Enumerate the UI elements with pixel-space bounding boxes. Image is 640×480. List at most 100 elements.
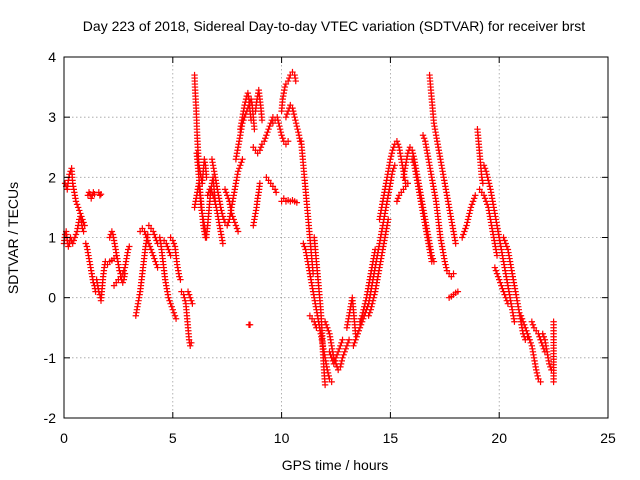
data-point: [345, 336, 353, 343]
data-point: [387, 156, 394, 163]
data-point: [491, 264, 499, 271]
data-point: [518, 315, 526, 322]
data-point: [204, 192, 211, 199]
data-point: [360, 306, 367, 313]
x-tick-label: 0: [60, 430, 68, 446]
data-point: [393, 138, 401, 145]
data-point: [493, 252, 501, 259]
chart-title: Day 223 of 2018, Sidereal Day-to-day VTE…: [83, 18, 585, 34]
data-point: [331, 357, 339, 365]
data-point: [327, 351, 334, 359]
data-point: [257, 144, 265, 151]
data-point: [338, 339, 345, 346]
data-point: [208, 189, 216, 196]
data-point: [461, 228, 468, 235]
data-point: [145, 240, 153, 247]
data-point: [271, 186, 279, 193]
data-point: [367, 306, 375, 313]
data-point: [356, 318, 364, 325]
data-point: [300, 240, 307, 247]
data-point: [69, 240, 76, 247]
data-point: [70, 237, 77, 244]
data-point: [218, 207, 225, 214]
data-point: [141, 228, 148, 235]
y-tick-label: -1: [44, 350, 57, 366]
data-point: [496, 276, 503, 283]
data-point: [73, 201, 81, 208]
data-point: [500, 234, 507, 241]
data-point: [152, 258, 159, 265]
data-point: [82, 240, 89, 247]
data-point: [265, 126, 272, 133]
data-point: [151, 231, 158, 238]
data-point: [177, 276, 184, 283]
data-point: [78, 213, 85, 220]
data-point: [293, 122, 301, 130]
data-point: [166, 249, 173, 256]
data-point: [533, 369, 541, 377]
data-point: [323, 321, 330, 328]
data-point: [77, 210, 84, 217]
data-point: [80, 228, 87, 235]
data-point: [527, 339, 534, 346]
data-point: [485, 177, 492, 184]
data-point: [465, 213, 472, 220]
data-point: [165, 246, 172, 253]
data-point: [262, 135, 269, 142]
data-point: [497, 279, 504, 286]
data-point: [169, 306, 176, 313]
data-point: [408, 147, 416, 154]
data-point: [282, 113, 290, 121]
data-point: [218, 210, 226, 217]
data-point: [410, 159, 417, 166]
data-point: [277, 129, 285, 136]
data-point: [404, 180, 412, 187]
data-point: [239, 156, 246, 163]
data-point: [479, 180, 487, 187]
data-point: [263, 132, 270, 139]
data-point: [486, 183, 493, 190]
data-point: [232, 222, 240, 229]
data-point: [460, 231, 467, 238]
data-point: [292, 116, 299, 124]
data-point: [251, 126, 258, 133]
data-point: [170, 309, 178, 316]
data-point: [187, 294, 194, 301]
data-point: [91, 190, 98, 198]
data-point: [466, 210, 473, 217]
data-point: [294, 126, 301, 133]
data-point: [275, 119, 282, 127]
data-point: [81, 222, 88, 229]
data-point: [264, 129, 271, 136]
data-point: [146, 243, 154, 250]
data-point: [274, 113, 281, 121]
data-point: [88, 195, 95, 202]
data-point: [120, 267, 128, 274]
data-point: [176, 273, 183, 280]
data-point: [284, 138, 292, 145]
data-point: [80, 219, 87, 226]
data-point: [171, 312, 179, 319]
data-point: [340, 351, 347, 359]
data-point: [202, 234, 209, 241]
data-point: [336, 345, 343, 353]
data-point: [184, 288, 192, 295]
data-point: [362, 297, 369, 304]
data-point: [334, 348, 342, 356]
data-point: [187, 342, 194, 349]
data-point: [525, 333, 532, 340]
data-point: [119, 279, 126, 286]
data-point: [481, 165, 489, 172]
data-point: [361, 300, 369, 307]
data-point: [266, 122, 273, 130]
data-point: [124, 246, 132, 253]
data-point: [328, 378, 335, 386]
data-point: [144, 237, 151, 244]
data-point: [464, 216, 472, 223]
y-tick-label: 4: [48, 49, 56, 65]
data-point: [338, 357, 346, 365]
data-point: [539, 330, 546, 337]
data-point: [369, 297, 377, 304]
data-point: [484, 201, 491, 208]
data-point: [528, 318, 536, 325]
